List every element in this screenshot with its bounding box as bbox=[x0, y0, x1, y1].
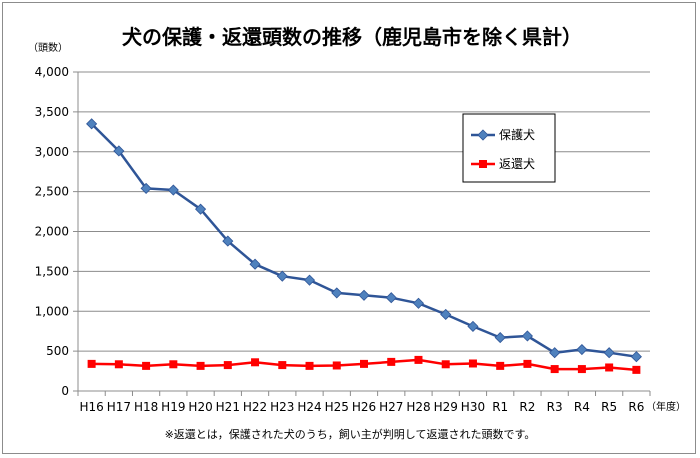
chart-title: 犬の保護・返還頭数の推移（鹿児島市を除く県計） bbox=[122, 25, 582, 49]
data-point bbox=[142, 361, 151, 370]
x-unit-label: （年度） bbox=[646, 400, 686, 413]
data-point bbox=[412, 297, 425, 309]
legend-marker-protected bbox=[477, 129, 489, 141]
data-point bbox=[603, 347, 615, 359]
data-point bbox=[467, 320, 479, 332]
x-tick-label: H24 bbox=[297, 400, 321, 414]
y-tick-labels: 0 500 1,000 1,500 2,000 2,500 3,000 3,500 4,000 bbox=[35, 65, 69, 398]
data-point bbox=[521, 330, 533, 342]
data-point bbox=[549, 347, 561, 359]
data-point bbox=[414, 355, 423, 364]
chart-frame bbox=[2, 2, 696, 454]
data-point bbox=[114, 360, 123, 369]
footnote: ※返還とは，保護された犬のうち，飼い主が判明して返還された頭数です。 bbox=[165, 427, 536, 441]
series-0 bbox=[86, 118, 642, 363]
x-tick-label: H28 bbox=[406, 400, 430, 414]
legend-marker-returned bbox=[479, 160, 487, 168]
y-tick-label: 500 bbox=[46, 344, 69, 358]
y-tick-label: 1,500 bbox=[35, 264, 69, 278]
data-point bbox=[86, 118, 98, 130]
data-point bbox=[331, 287, 343, 299]
x-tick-label: R5 bbox=[601, 400, 617, 414]
data-point bbox=[385, 292, 397, 304]
y-tick-label: 3,000 bbox=[35, 145, 69, 159]
data-point bbox=[87, 359, 96, 368]
x-tick-label: R6 bbox=[628, 400, 644, 414]
data-point bbox=[550, 365, 559, 374]
x-tick-label: H22 bbox=[243, 400, 267, 414]
data-point bbox=[222, 235, 234, 247]
y-unit-label: （頭数） bbox=[28, 41, 68, 54]
data-point bbox=[195, 203, 207, 215]
series-1 bbox=[87, 355, 641, 374]
x-tick-label: R3 bbox=[547, 400, 563, 414]
legend-label-protected: 保護犬 bbox=[499, 127, 535, 142]
legend-label-returned: 返還犬 bbox=[499, 157, 535, 171]
data-point bbox=[630, 351, 642, 363]
data-point bbox=[494, 332, 506, 344]
x-tick-label: H30 bbox=[461, 400, 485, 414]
data-point bbox=[576, 343, 588, 356]
data-point bbox=[140, 182, 152, 195]
y-tick-label: 0 bbox=[61, 384, 69, 398]
data-point bbox=[276, 270, 288, 282]
x-tick-label: H21 bbox=[216, 400, 240, 414]
x-tick-label: H20 bbox=[188, 400, 212, 414]
y-tick-label: 2,000 bbox=[35, 225, 69, 239]
y-tick-label: 2,500 bbox=[35, 185, 69, 199]
x-tick-label: H17 bbox=[107, 400, 131, 414]
x-tick-label: H18 bbox=[134, 400, 158, 414]
data-point bbox=[360, 359, 368, 368]
data-point bbox=[251, 358, 260, 367]
legend: 保護犬 返還犬 bbox=[462, 113, 556, 183]
data-point bbox=[523, 359, 532, 368]
x-tick-label: H19 bbox=[161, 400, 185, 414]
x-tick-label: R4 bbox=[574, 400, 590, 414]
data-point bbox=[113, 145, 125, 157]
data-point bbox=[167, 184, 179, 196]
data-point bbox=[249, 258, 261, 270]
y-tick-label: 1,000 bbox=[35, 304, 69, 318]
data-point bbox=[332, 361, 341, 370]
x-tick-labels: H16 H17 H18 H19 H20 H21 H22 H23 H24 H25 H26 H27 H28 H… bbox=[79, 400, 644, 414]
x-tick-label: H16 bbox=[79, 400, 103, 414]
x-tick-label: H23 bbox=[270, 400, 294, 414]
data-point bbox=[605, 363, 614, 372]
data-point bbox=[278, 361, 287, 370]
data-point bbox=[305, 361, 314, 370]
data-point bbox=[387, 357, 396, 366]
x-tick-label: H27 bbox=[379, 400, 403, 414]
data-point bbox=[496, 361, 505, 370]
data-point bbox=[303, 274, 316, 286]
x-tick-label: R2 bbox=[519, 400, 535, 414]
axes bbox=[77, 72, 651, 396]
x-tick-label: H25 bbox=[325, 400, 349, 414]
y-tick-label: 3,500 bbox=[35, 105, 69, 119]
data-point bbox=[358, 289, 370, 301]
x-tick-label: R1 bbox=[492, 400, 508, 414]
data-point bbox=[468, 359, 477, 368]
data-point bbox=[440, 308, 452, 321]
data-point bbox=[441, 360, 450, 369]
y-tick-label: 4,000 bbox=[35, 65, 69, 79]
legend-box bbox=[462, 113, 556, 183]
data-point bbox=[632, 365, 641, 374]
x-tick-label: H29 bbox=[434, 400, 458, 414]
data-point bbox=[169, 360, 178, 369]
data-point bbox=[196, 361, 205, 370]
x-tick-label: H26 bbox=[352, 400, 376, 414]
gridlines bbox=[73, 71, 650, 392]
data-point bbox=[223, 361, 232, 370]
series-group bbox=[86, 118, 642, 374]
data-point bbox=[577, 365, 586, 374]
